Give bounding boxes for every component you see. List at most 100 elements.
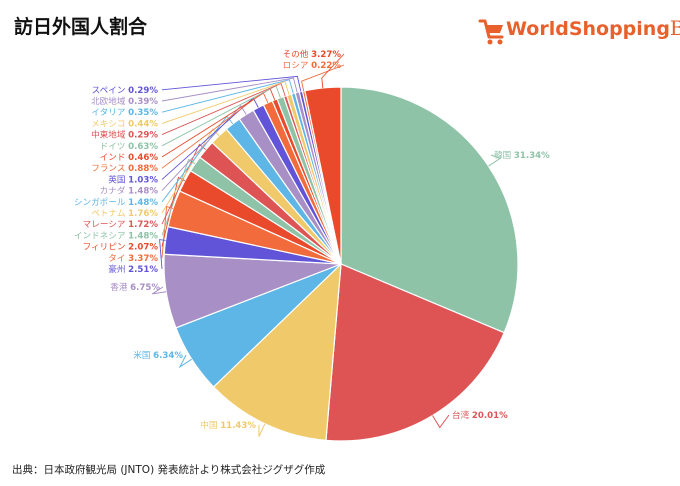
slice-2-leader xyxy=(258,423,266,437)
slice-8-label-value: 1.48% xyxy=(128,231,158,241)
slice-20-label: 北欧地域 0.39% xyxy=(91,95,158,107)
slice-17-label: 中東地域 0.29% xyxy=(91,129,158,141)
page-title: 訪日外国人割合 xyxy=(14,16,148,38)
slice-2-label: 中国 11.43% xyxy=(200,419,256,431)
slice-4-label-name: 香港 xyxy=(110,281,130,293)
slice-9-leader xyxy=(161,143,207,225)
slice-20-label-name: 北欧地域 xyxy=(91,95,128,107)
slice-23-label: その他 3.27% xyxy=(283,48,342,60)
shopping-cart-icon xyxy=(478,19,504,45)
slice-15-label: インド 0.46% xyxy=(100,153,159,163)
leader-lines xyxy=(152,53,502,437)
slice-6-label: タイ 3.37% xyxy=(108,253,158,264)
slice-18-leader xyxy=(161,81,290,124)
slice-10-label-name: ベトナム xyxy=(91,208,128,219)
slice-6-label-name: タイ xyxy=(108,253,128,264)
slice-9-label-name: マレーシア xyxy=(83,220,129,230)
slice-5-label: 豪州 2.51% xyxy=(108,263,158,275)
slice-9-label-value: 1.72% xyxy=(128,220,158,230)
slice-22-label-value: 0.22% xyxy=(311,61,341,71)
slice-11-label: シンガポール 1.48% xyxy=(74,197,159,208)
logo-text-main: WorldShopping xyxy=(506,18,670,40)
slice-19-label-value: 0.35% xyxy=(128,108,158,118)
source-note: 出典：日本政府観光局 (JNTO) 発表統計より株式会社ジグザグ作成 xyxy=(12,464,326,476)
slice-11-label-value: 1.48% xyxy=(128,198,158,208)
slice-23-label-value: 3.27% xyxy=(311,50,341,60)
slice-12-label-value: 1.48% xyxy=(128,187,158,197)
slice-3-label-value: 6.34% xyxy=(153,351,183,361)
slice-5-label-value: 2.51% xyxy=(128,265,158,275)
slice-19-label: イタリア 0.35% xyxy=(91,107,158,118)
slice-labels: 韓国 31.34% 台湾 20.01% 中国 11.43% 米国 6.34% 香港 6.… xyxy=(74,48,550,431)
slice-1-label-name: 台湾 xyxy=(452,409,472,421)
slice-18-label-value: 0.44% xyxy=(128,119,158,129)
slice-22-label-name: ロシア xyxy=(283,61,312,71)
slice-7-label-name: フィリピン xyxy=(83,242,129,253)
slice-0-wedge xyxy=(340,86,519,334)
slice-0-label-value: 31.34% xyxy=(514,151,550,161)
slice-15-label-value: 0.46% xyxy=(128,153,158,163)
slice-13-label-name: 英国 xyxy=(108,173,128,185)
slice-4-label: 香港 6.75% xyxy=(110,281,160,293)
slice-18-label-name: メキシコ xyxy=(91,119,128,129)
logo-text: WorldShoppingBIZ xyxy=(506,16,680,40)
slice-7-label: フィリピン 2.07% xyxy=(83,242,159,253)
slice-6-label-value: 3.37% xyxy=(128,254,158,264)
slice-15-label-name: インド xyxy=(100,153,129,163)
slice-14-label: フランス 0.88% xyxy=(91,163,158,174)
slice-2-label-value: 11.43% xyxy=(220,421,256,431)
slice-20-leader xyxy=(161,77,298,102)
slice-21-leader xyxy=(161,75,302,92)
slice-1-label: 台湾 20.01% xyxy=(452,409,508,421)
slice-23-wedge xyxy=(304,86,342,265)
slice-23-label-name: その他 xyxy=(283,48,312,60)
slice-12-leader xyxy=(161,105,247,191)
brand-logo: WorldShoppingBIZ xyxy=(478,12,680,48)
slice-22-label: ロシア 0.22% xyxy=(283,61,342,71)
slice-5-label-name: 豪州 xyxy=(108,263,128,275)
slice-11-label-name: シンガポール xyxy=(74,197,128,208)
slice-7-label-value: 2.07% xyxy=(128,243,158,253)
logo-text-accent: BIZ xyxy=(669,16,680,40)
slice-10-label-value: 1.76% xyxy=(128,209,158,219)
slice-17-leader xyxy=(161,82,286,136)
slice-1-label-value: 20.01% xyxy=(472,411,508,421)
slice-3-label: 米国 6.34% xyxy=(133,349,183,361)
slice-13-label: 英国 1.03% xyxy=(108,173,158,185)
slice-20-label-value: 0.39% xyxy=(128,97,158,107)
slice-3-label-name: 米国 xyxy=(133,349,153,361)
slice-16-label-value: 0.63% xyxy=(128,142,158,152)
slice-1-wedge xyxy=(325,263,505,442)
slice-3-leader xyxy=(178,354,193,369)
slice-22-leader xyxy=(301,64,345,92)
pie-slices xyxy=(163,86,519,442)
slice-8-label-name: インドネシア xyxy=(74,230,128,241)
slice-1-leader xyxy=(432,414,450,429)
slice-18-label: メキシコ 0.44% xyxy=(91,119,158,129)
slice-21-label-name: スペイン xyxy=(92,86,129,96)
slice-0-leader xyxy=(488,154,502,167)
slice-10-leader xyxy=(161,128,220,214)
slice-0-label: 韓国 31.34% xyxy=(494,150,550,161)
slice-4-label-value: 6.75% xyxy=(130,283,160,293)
slice-0-label-name: 韓国 xyxy=(494,150,514,161)
slice-19-leader xyxy=(161,79,294,113)
slice-8-label: インドネシア 1.48% xyxy=(74,230,159,241)
slice-14-label-name: フランス xyxy=(91,163,128,174)
slice-16-label: ドイツ 0.63% xyxy=(100,142,159,152)
slice-21-label-value: 0.29% xyxy=(128,86,158,96)
slice-4-leader xyxy=(152,286,167,295)
slice-17-label-name: 中東地域 xyxy=(91,129,128,141)
slice-2-label-name: 中国 xyxy=(200,419,220,431)
slice-10-label: ベトナム 1.76% xyxy=(91,208,158,219)
slice-16-label-name: ドイツ xyxy=(100,142,129,152)
slice-23-leader xyxy=(321,53,345,88)
slice-12-label: カナダ 1.48% xyxy=(100,185,159,197)
slice-19-label-name: イタリア xyxy=(91,107,128,118)
slice-14-label-value: 0.88% xyxy=(128,164,158,174)
slice-17-label-value: 0.29% xyxy=(128,131,158,141)
slice-9-label: マレーシア 1.72% xyxy=(83,220,159,230)
slice-13-label-value: 1.03% xyxy=(128,175,158,185)
slice-12-label-name: カナダ xyxy=(100,185,129,197)
